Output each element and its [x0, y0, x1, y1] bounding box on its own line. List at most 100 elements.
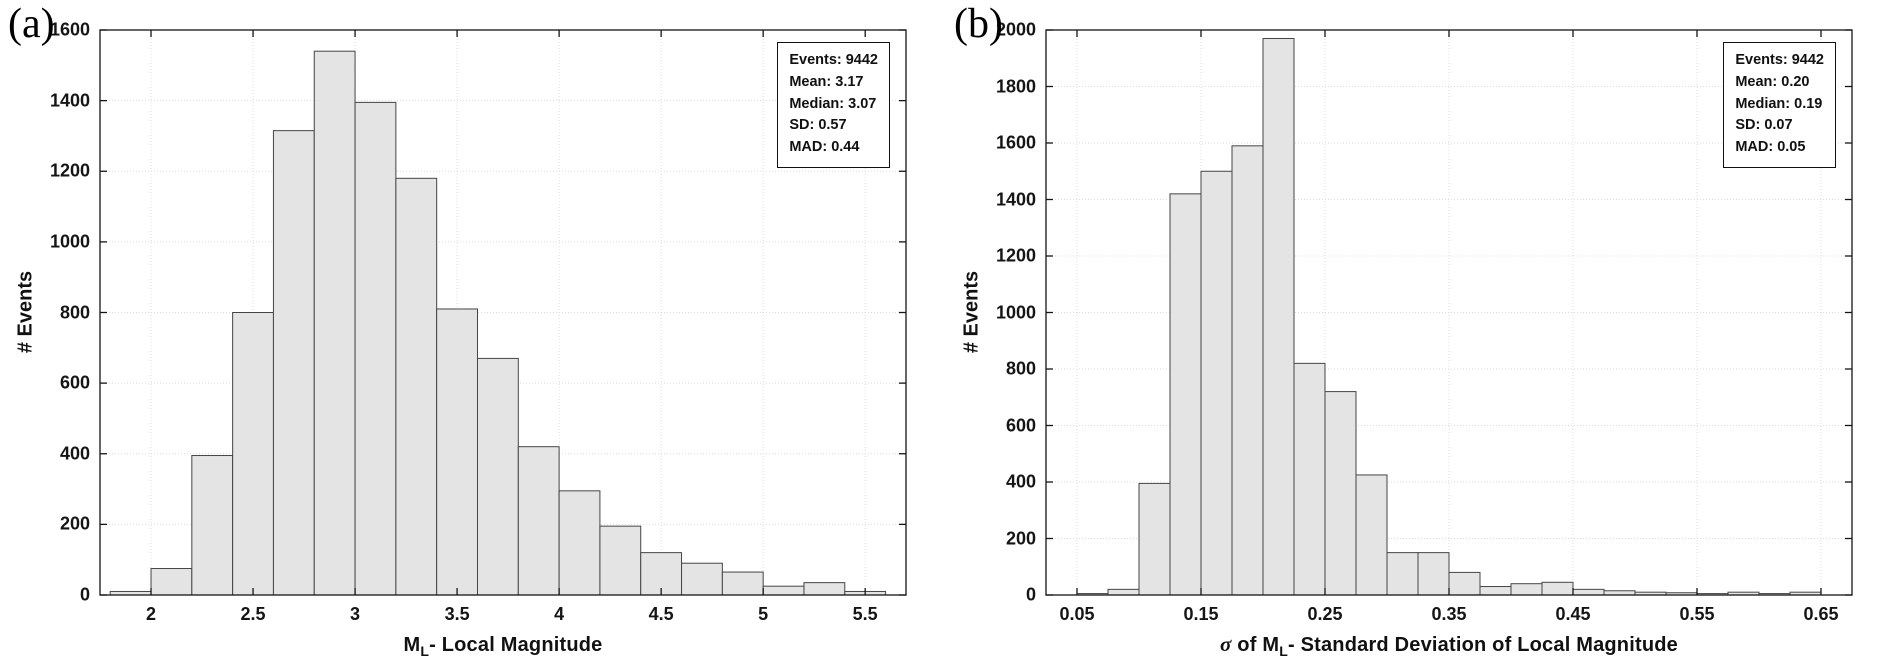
y-tick-label: 0	[79, 584, 90, 605]
x-tick-label: 0.35	[1431, 604, 1467, 624]
histogram-bar	[395, 177, 438, 596]
panel-letter-label: (b)	[954, 1, 1003, 47]
histogram-bar	[558, 490, 601, 596]
histogram-bar	[191, 455, 234, 596]
y-tick-labels: 0 200 400 600 800 1000 1200 1400 1600	[0, 0, 90, 672]
y-tick-label: 1600	[49, 19, 90, 40]
histogram-bar	[1169, 193, 1202, 596]
histogram-bar	[436, 308, 478, 596]
histogram-bar	[1572, 588, 1605, 596]
x-label-magnitude-symbol: M	[403, 634, 421, 656]
histogram-bar	[599, 525, 642, 596]
histogram-bar	[1479, 586, 1512, 596]
histogram-bar	[1510, 583, 1543, 596]
histogram-bar	[517, 446, 560, 596]
y-tick-label: 1000	[995, 302, 1036, 322]
sigma-symbol: σ	[1219, 632, 1232, 656]
x-tick-label: 3	[350, 604, 361, 624]
stats-line: MAD: 0.44	[789, 139, 860, 155]
y-tick-label: 1800	[995, 76, 1036, 96]
histogram-bar	[272, 130, 315, 596]
x-tick-label: 2	[145, 604, 157, 624]
panel-a: 0 200 400 600 800 1000 1200 1400 1600 2 2.5 3 3.5 4 4…	[0, 0, 907, 672]
y-tick-label: 1600	[995, 132, 1036, 153]
histogram-bar	[1107, 588, 1140, 596]
x-tick-label: 4.5	[648, 604, 674, 624]
y-tick-label: 200	[1005, 528, 1036, 548]
histogram-bar	[1386, 552, 1419, 596]
histogram-bar	[681, 562, 723, 596]
histogram-bar	[1138, 482, 1171, 596]
x-tick-labels: 0.05 0.15 0.25 0.35 0.45 0.55 0.65	[946, 604, 1892, 628]
stats-line: Mean: 3.17	[789, 73, 864, 90]
histogram-bar	[1541, 581, 1574, 596]
histogram-bar	[640, 552, 683, 596]
y-tick-label: 1400	[49, 90, 90, 111]
panel-b: 0 200 400 600 800 1000 1200 1400 1600 1800 2000 0.…	[946, 0, 1892, 672]
histogram-bar	[803, 582, 846, 596]
x-axis-label: ML- Local Magnitude	[100, 632, 906, 659]
y-tick-label: 600	[1005, 415, 1036, 435]
y-tick-label: 400	[59, 443, 90, 464]
y-tick-label: 800	[1005, 358, 1036, 379]
histogram-bar	[721, 571, 764, 596]
histogram-bar	[313, 50, 356, 596]
stats-line: SD: 0.57	[789, 117, 847, 134]
x-tick-label: 0.15	[1183, 604, 1219, 624]
x-label-subscript: L	[420, 643, 430, 659]
histogram-bar	[762, 585, 805, 596]
histogram-bar	[476, 357, 519, 596]
y-axis-label: # Events	[960, 270, 983, 354]
histogram-bar	[1417, 552, 1450, 596]
histogram-bar	[354, 101, 397, 596]
stats-line: MAD: 0.05	[1735, 139, 1806, 155]
y-tick-label: 1200	[49, 160, 90, 181]
y-tick-labels: 0 200 400 600 800 1000 1200 1400 1600 1800 2000	[946, 0, 1036, 672]
histogram-bar	[232, 312, 274, 596]
stats-line: SD: 0.07	[1735, 117, 1793, 134]
stats-line: Median: 3.07	[789, 95, 877, 112]
x-tick-label: 0.05	[1059, 604, 1095, 624]
histogram-canvas-a	[99, 29, 907, 596]
histogram-bar	[150, 568, 193, 596]
histogram-bar	[1262, 37, 1295, 596]
x-tick-label: 0.65	[1803, 604, 1839, 624]
x-tick-label: 0.55	[1679, 604, 1715, 624]
y-tick-label: 800	[59, 302, 90, 322]
y-tick-label: 2000	[995, 19, 1036, 40]
x-tick-label: 5	[758, 604, 769, 624]
stats-line: Events: 9442	[789, 52, 878, 68]
y-tick-label: 1200	[995, 245, 1036, 266]
histogram-bar	[1293, 362, 1326, 596]
x-tick-label: 4	[554, 604, 565, 624]
x-tick-label: 3.5	[444, 604, 470, 624]
y-axis-label: # Events	[14, 270, 37, 354]
histogram-bar	[1448, 571, 1481, 596]
y-tick-label: 200	[59, 513, 90, 534]
stats-line: Events: 9442	[1735, 52, 1824, 68]
histogram-bar	[1324, 391, 1357, 596]
y-tick-label: 1000	[49, 231, 90, 252]
x-label-magnitude-symbol: M	[1262, 634, 1280, 656]
histogram-bar	[1200, 170, 1233, 596]
x-tick-label: 5.5	[852, 604, 878, 624]
stats-box: Events: 9442 Mean: 0.20 Median: 0.19 SD: 0.…	[1723, 42, 1836, 168]
x-label-text: - Standard Deviation of Local Magnitude	[1287, 634, 1678, 656]
x-axis-label: σ of ML- Standard Deviation of Local Mag…	[1046, 632, 1852, 659]
histogram-bar	[1355, 474, 1388, 596]
stats-box: Events: 9442 Mean: 3.17 Median: 3.07 SD: 0.…	[777, 42, 890, 168]
x-label-text: - Local Magnitude	[429, 634, 603, 656]
stats-line: Mean: 0.20	[1735, 73, 1810, 90]
y-tick-label: 400	[1005, 471, 1036, 492]
x-label-of: of	[1231, 634, 1263, 656]
stats-line: Median: 0.19	[1735, 95, 1823, 112]
histogram-bar	[1231, 145, 1264, 596]
x-tick-label: 0.25	[1307, 604, 1343, 624]
histogram-canvas-b	[1045, 29, 1853, 596]
y-tick-label: 1400	[995, 189, 1036, 209]
y-tick-label: 0	[1025, 584, 1036, 605]
panel-letter-label: (a)	[8, 1, 55, 47]
x-tick-label: 2.5	[240, 604, 266, 624]
y-tick-label: 600	[59, 372, 90, 393]
